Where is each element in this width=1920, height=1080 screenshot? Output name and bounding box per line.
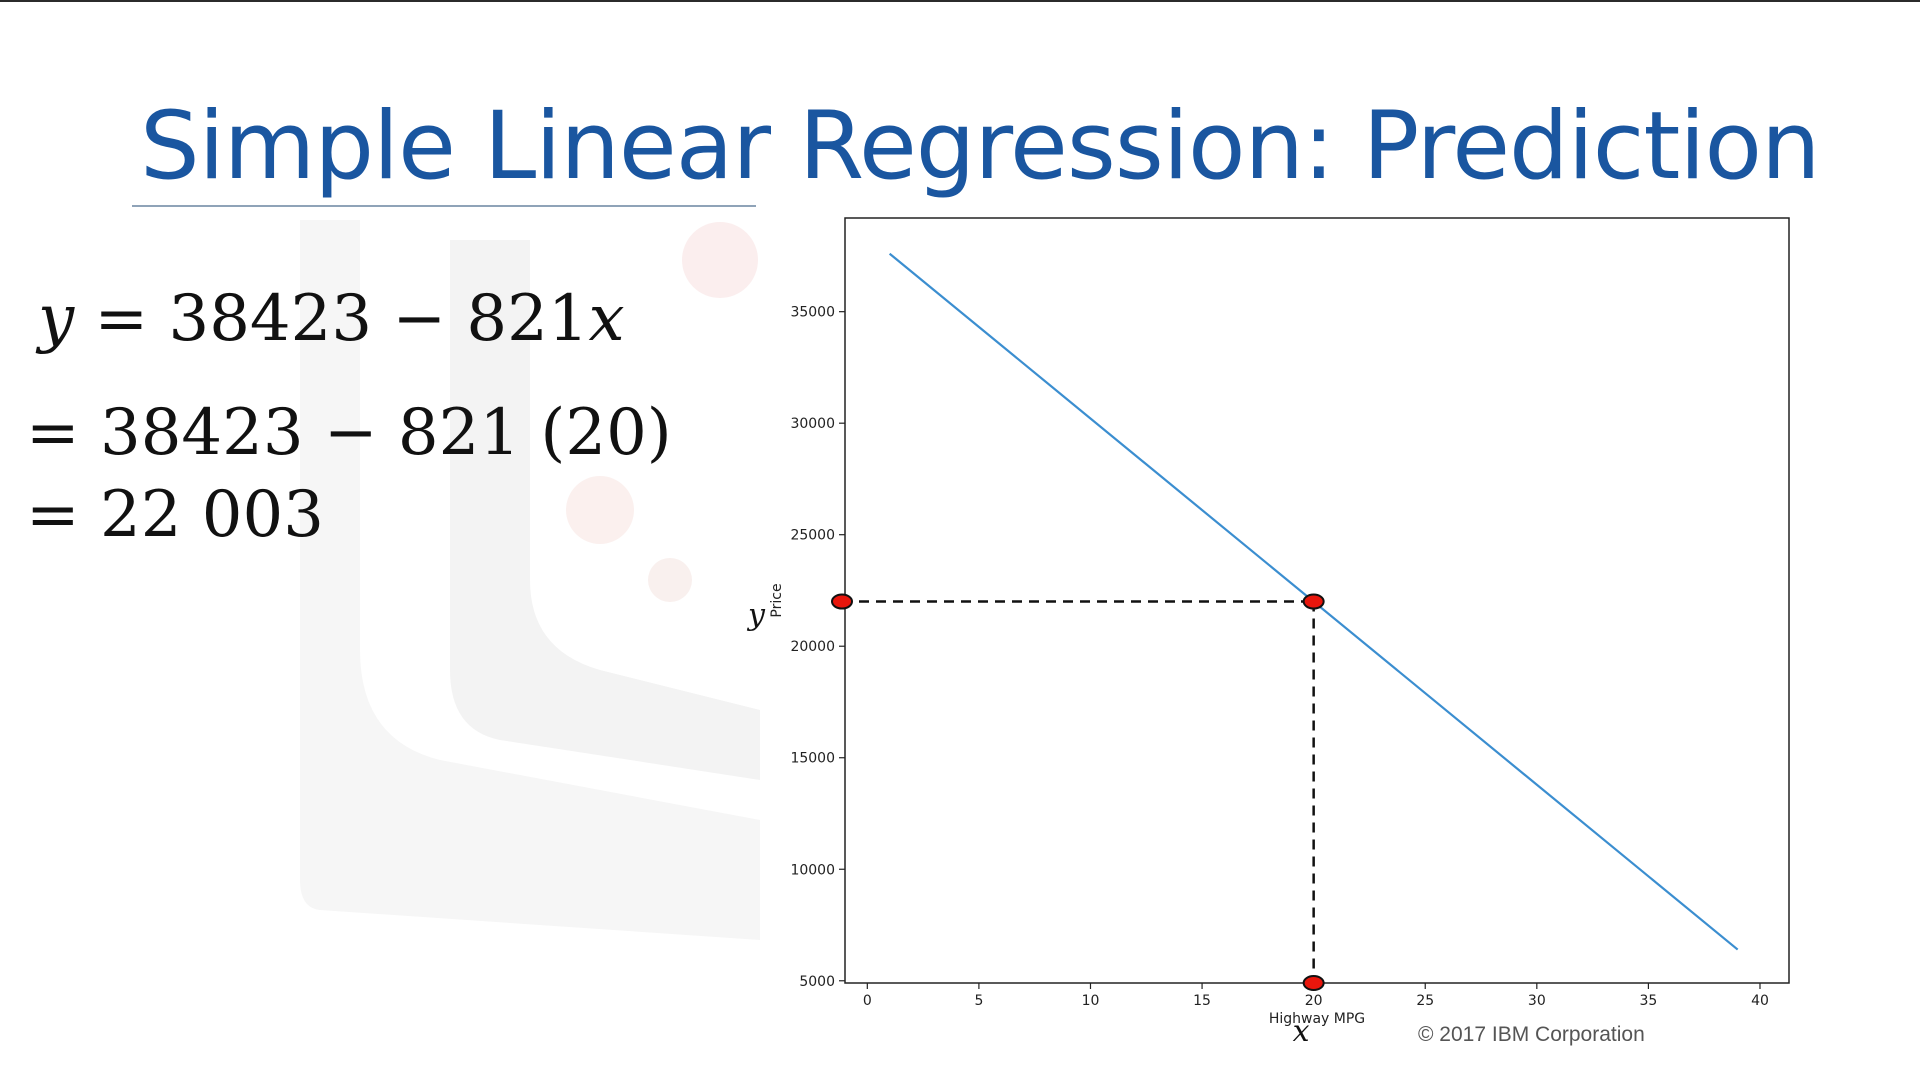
y-tick-label: 15000 (790, 751, 835, 767)
x-tick-label: 40 (1751, 993, 1769, 1009)
x-tick-label: 35 (1639, 993, 1657, 1009)
x-tick-label: 15 (1193, 993, 1211, 1009)
equation-x-var: x (588, 282, 625, 356)
equation-minus: − (372, 282, 467, 356)
x-tick-label: 25 (1416, 993, 1434, 1009)
y-symbol: y (746, 598, 766, 633)
substitution-step: = 38423 − 821 (20) (26, 396, 672, 470)
y-tick-label: 5000 (799, 974, 835, 990)
prediction-point-marker (1302, 593, 1325, 610)
copyright-notice: © 2017 IBM Corporation (1418, 1023, 1645, 1046)
x-tick-label: 0 (863, 993, 872, 1009)
x-tick-label: 10 (1082, 993, 1100, 1009)
background-watermark (300, 220, 760, 940)
y-tick-label: 30000 (790, 416, 835, 432)
y-tick-label: 35000 (790, 305, 835, 321)
regression-equation: y = 38423 − 821x (38, 282, 625, 356)
x-symbol: x (1293, 1014, 1310, 1049)
y-tick-label: 10000 (790, 862, 835, 878)
equation-y-var: y (38, 282, 75, 356)
equation-slope: 821 (466, 282, 589, 356)
x-tick-label: 30 (1528, 993, 1546, 1009)
title-underline (132, 205, 756, 207)
x-axis-label: Highway MPG (1269, 1011, 1365, 1027)
equation-intercept: 38423 (168, 282, 373, 356)
equation-equals: = (74, 282, 169, 356)
x-tick-label: 20 (1305, 993, 1323, 1009)
y-axis-label: Price (769, 583, 785, 617)
top-border (0, 0, 1920, 2)
y-intercept-marker (831, 593, 853, 610)
prediction-result: = 22 003 (26, 478, 324, 552)
x-tick-label: 5 (974, 993, 983, 1009)
slide-title: Simple Linear Regression: Prediction (140, 92, 1821, 201)
y-tick-label: 20000 (790, 639, 835, 655)
x-value-marker (1302, 975, 1325, 991)
y-tick-label: 25000 (790, 528, 835, 544)
